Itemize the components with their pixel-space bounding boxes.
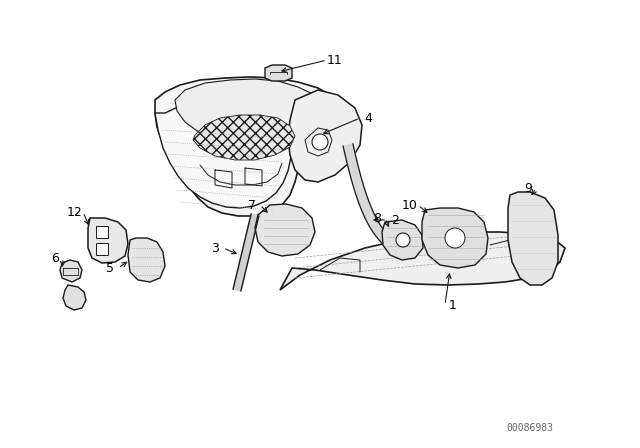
Text: 5: 5: [106, 262, 114, 275]
Text: 12: 12: [67, 206, 83, 219]
Polygon shape: [255, 204, 315, 256]
Polygon shape: [288, 90, 362, 182]
Polygon shape: [128, 238, 165, 282]
Polygon shape: [155, 97, 293, 208]
Polygon shape: [96, 226, 108, 238]
Polygon shape: [96, 243, 108, 255]
Polygon shape: [382, 220, 423, 260]
Circle shape: [312, 134, 328, 150]
Text: 6: 6: [51, 251, 59, 264]
Polygon shape: [508, 192, 558, 285]
Polygon shape: [343, 144, 391, 246]
Polygon shape: [265, 65, 292, 81]
Circle shape: [396, 233, 410, 247]
Polygon shape: [63, 285, 86, 310]
Text: 8: 8: [373, 211, 381, 224]
Text: 9: 9: [524, 181, 532, 194]
Text: 2: 2: [391, 214, 399, 227]
Polygon shape: [280, 232, 565, 290]
Text: 3: 3: [211, 241, 219, 254]
Text: 00086983: 00086983: [506, 423, 554, 433]
Text: 7: 7: [248, 198, 256, 211]
Polygon shape: [60, 260, 82, 282]
Circle shape: [445, 228, 465, 248]
Text: 4: 4: [364, 112, 372, 125]
Polygon shape: [233, 214, 259, 291]
Polygon shape: [155, 77, 342, 216]
Polygon shape: [88, 218, 128, 263]
Polygon shape: [193, 115, 295, 160]
Text: 1: 1: [449, 298, 457, 311]
Polygon shape: [175, 79, 328, 145]
Text: 10: 10: [402, 198, 418, 211]
Text: 11: 11: [327, 53, 343, 66]
Polygon shape: [422, 208, 488, 268]
